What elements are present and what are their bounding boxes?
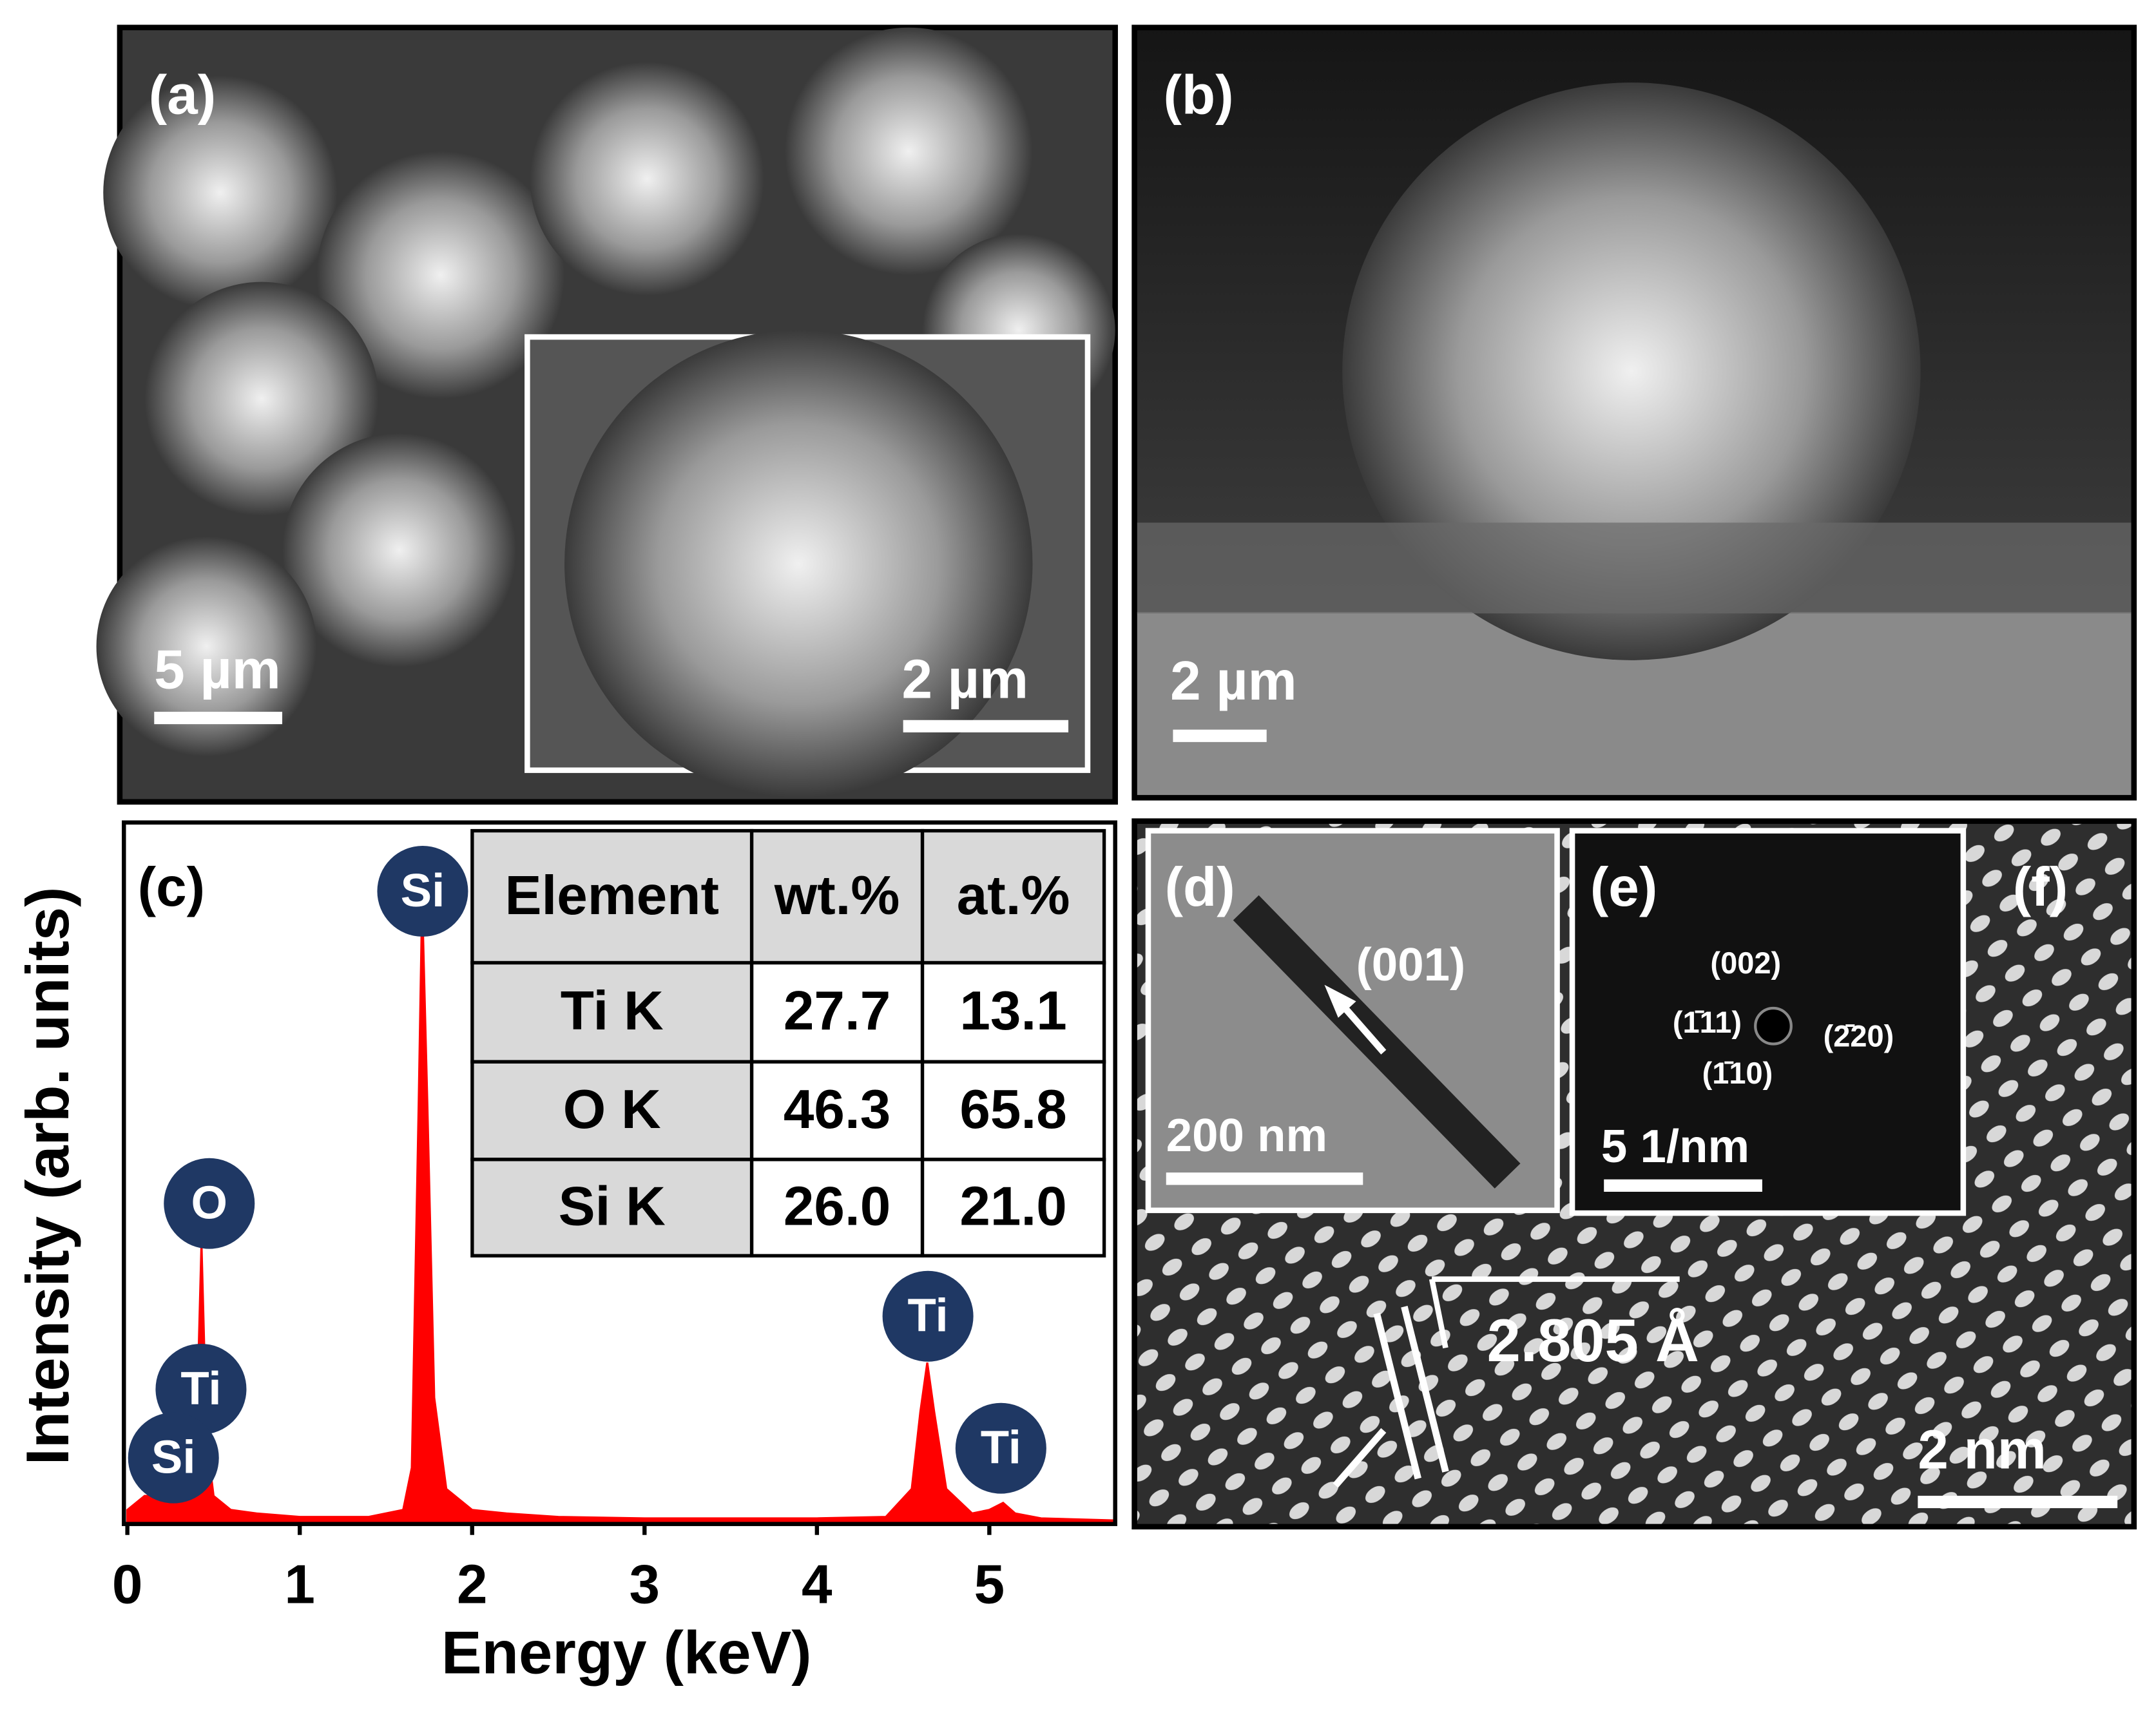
table-text: at.% <box>957 865 1070 926</box>
fringe-line <box>1401 1306 1449 1473</box>
peak-label: O <box>191 1177 228 1229</box>
table-text: 21.0 <box>959 1176 1066 1237</box>
x-axis-title: Energy (keV) <box>441 1619 812 1687</box>
peak-label: Ti <box>907 1290 948 1342</box>
table-text: 26.0 <box>784 1176 890 1237</box>
table-cell <box>470 1158 754 1257</box>
table-text: Si K <box>559 1176 666 1237</box>
x-tick-label: 3 <box>630 1554 660 1616</box>
plot-frame <box>122 820 1117 1526</box>
table-text: Ti K <box>561 980 664 1042</box>
table-text: 46.3 <box>784 1079 890 1140</box>
label: (d) <box>1165 857 1235 918</box>
peak-label: Si <box>151 1431 196 1484</box>
spot-label: (1̄11) <box>1673 1005 1742 1039</box>
x-tick-label: 4 <box>802 1554 833 1616</box>
peak-marker <box>882 1270 974 1362</box>
chart-layer: (a) 5 µm 2 µm (b) 2 µm (c) (d) (001) 200 nm (e) (0… <box>14 64 2118 1687</box>
label: (a) <box>149 64 216 126</box>
label: 2 µm <box>1170 651 1296 712</box>
label: 200 nm <box>1166 1109 1327 1161</box>
base-layer <box>1137 522 2132 614</box>
table-cell <box>920 961 1106 1064</box>
table-text: wt.% <box>774 865 900 926</box>
label: (c) <box>138 857 205 918</box>
x-tick-label: 0 <box>112 1554 143 1616</box>
label: (001) <box>1356 939 1466 991</box>
x-tick-label: 1 <box>284 1554 315 1616</box>
table-text: O K <box>563 1079 661 1140</box>
label: 5 1/nm <box>1601 1120 1749 1172</box>
peak-label: Si <box>401 865 445 917</box>
peak-marker <box>164 1158 255 1249</box>
table-text: Element <box>505 865 719 926</box>
x-tick-label: 2 <box>457 1554 488 1616</box>
fringe-line <box>1373 1312 1421 1480</box>
inset-flower <box>564 330 1033 798</box>
label: (e) <box>1590 857 1657 918</box>
beam-stop <box>1754 1006 1793 1046</box>
table-cell <box>470 1060 754 1161</box>
label: 2 nm <box>1918 1419 2046 1480</box>
peak-marker <box>377 846 468 937</box>
flower-b <box>1342 82 1921 660</box>
label: (b) <box>1163 64 1233 126</box>
label: (f) <box>2013 857 2068 918</box>
spot-label: (002) <box>1710 946 1781 980</box>
table-cell <box>920 1158 1106 1257</box>
spot-label: (1̄10) <box>1702 1056 1773 1090</box>
peak-marker <box>128 1412 219 1504</box>
pointer <box>1333 1428 1387 1488</box>
table-cell <box>749 828 925 965</box>
table-cell <box>749 1060 925 1161</box>
label: 2 µm <box>902 649 1028 711</box>
peak-marker <box>155 1343 247 1435</box>
peak-label: Ti <box>180 1362 221 1415</box>
pointer <box>1429 1278 1449 1349</box>
label: 5 µm <box>154 640 280 701</box>
spot-label: (2̄20) <box>1824 1018 1894 1053</box>
x-tick-label: 5 <box>974 1554 1005 1616</box>
arrow-head <box>1324 984 1356 1018</box>
y-axis-title: Intensity (arb. units) <box>14 887 81 1466</box>
table-text: 65.8 <box>959 1079 1066 1140</box>
peak-marker <box>955 1402 1046 1494</box>
peak-label: Ti <box>981 1422 1021 1474</box>
table-cell <box>749 1158 925 1257</box>
label: 2.805 Å <box>1487 1306 1699 1374</box>
table-cell <box>749 961 925 1064</box>
table-text: 13.1 <box>959 980 1066 1042</box>
table-text: 27.7 <box>784 980 890 1042</box>
